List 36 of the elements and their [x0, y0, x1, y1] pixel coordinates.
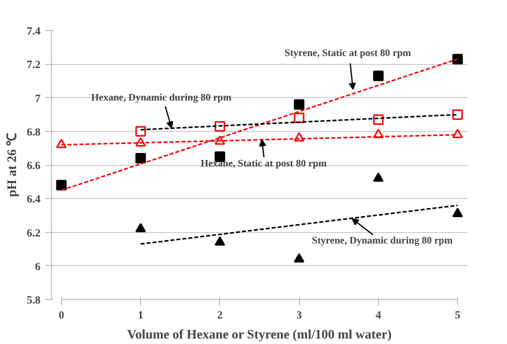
point	[135, 126, 146, 137]
point	[294, 99, 304, 110]
y-tick-label: 7.4	[26, 26, 41, 38]
annotation: Styrene, Dynamic during 80 rpm	[312, 235, 454, 246]
y-tick-label: 7	[35, 92, 41, 105]
x-tick-label: 5	[454, 310, 461, 322]
y-axis-title: pH at 26 ℃	[4, 133, 19, 197]
x-tick-label: 0	[58, 310, 65, 322]
point	[452, 208, 463, 218]
x-tick-label: 2	[217, 310, 224, 322]
point	[135, 222, 146, 232]
y-tick-label: 5.8	[26, 294, 41, 306]
point	[56, 180, 67, 190]
annotation: Hexane, Dynamic during 80 rpm	[91, 92, 232, 104]
point	[452, 109, 463, 120]
y-tick-label: 6.2	[26, 227, 41, 240]
x-tick-label: 4	[376, 310, 382, 322]
y-tick-label: 6	[35, 260, 41, 273]
x-tick-label: 3	[296, 310, 302, 322]
y-tick-label: 6.4	[26, 194, 41, 206]
annotation: Styrene, Static at post 80 rpm	[284, 48, 412, 59]
x-tick-label: 1	[138, 310, 144, 322]
point	[294, 253, 304, 262]
point	[373, 172, 384, 182]
point	[452, 128, 463, 138]
x-axis-title: Volume of Hexane or Styrene (ml/100 ml water)	[127, 326, 392, 342]
point	[294, 112, 304, 124]
point	[452, 54, 463, 64]
point	[135, 153, 146, 164]
point	[214, 236, 226, 246]
point	[373, 70, 384, 82]
annotation: Hexane, Static at post 80 rpm	[200, 158, 328, 170]
y-tick-label: 6.8	[26, 126, 41, 138]
point	[214, 121, 226, 132]
y-tick-label: 7.2	[26, 59, 41, 72]
y-tick-label: 6.6	[26, 160, 41, 172]
